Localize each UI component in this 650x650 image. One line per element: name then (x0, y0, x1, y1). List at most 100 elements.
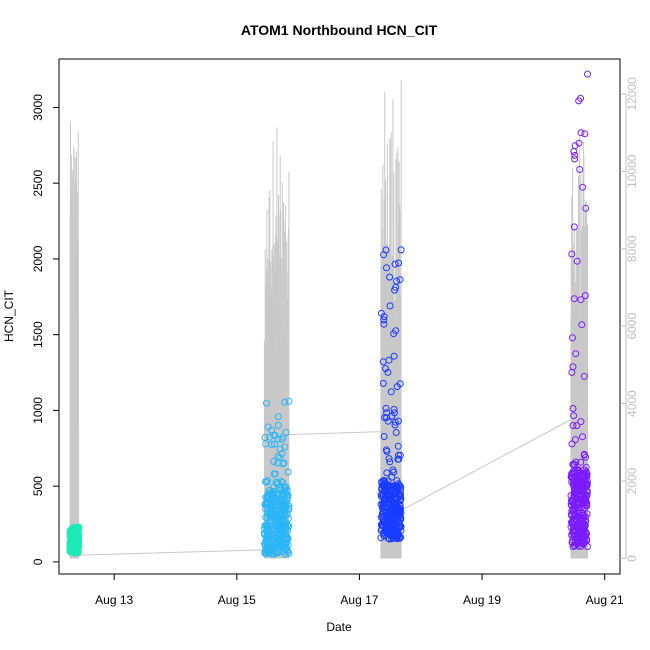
data-point (571, 151, 579, 159)
data-point (279, 509, 287, 516)
data-point (380, 433, 388, 440)
data-point (281, 398, 289, 406)
data-point (391, 421, 399, 429)
data-point (580, 511, 588, 519)
data-point (274, 413, 282, 421)
data-point (581, 130, 589, 138)
data-point (284, 468, 292, 476)
data-point (377, 309, 385, 317)
data-point (572, 350, 580, 358)
data-point (391, 418, 399, 426)
data-point (280, 459, 288, 467)
data-point-peak (75, 523, 83, 531)
data-point (581, 292, 589, 300)
data-point (387, 482, 395, 490)
data-point (379, 379, 387, 387)
data-point (396, 501, 404, 509)
data-point (580, 540, 588, 548)
data-point (282, 525, 290, 533)
data-point (570, 478, 578, 486)
data-point (388, 412, 396, 420)
plot-frame (58, 58, 621, 575)
x-tick-label: Aug 21 (586, 593, 624, 607)
data-point (377, 534, 385, 542)
data-point-peak (397, 246, 405, 254)
data-point (390, 406, 398, 413)
data-point (567, 510, 575, 518)
data-point (576, 166, 584, 173)
data-point (571, 155, 579, 163)
data-point (74, 535, 82, 543)
data-point (393, 526, 401, 534)
data-point (283, 539, 290, 547)
data-point (282, 483, 290, 491)
data-point (572, 516, 580, 524)
data-point (578, 321, 586, 329)
data-point (386, 458, 394, 466)
data-point (580, 478, 587, 486)
data-point (568, 368, 576, 376)
data-point (574, 522, 582, 530)
data-point (384, 528, 392, 536)
data-point (71, 529, 78, 536)
data-point (391, 286, 399, 294)
data-point (394, 442, 402, 450)
data-point (570, 412, 578, 420)
data-point (582, 496, 590, 504)
x-tick-label: Aug 13 (95, 593, 133, 607)
data-point (379, 499, 387, 507)
data-point (392, 499, 400, 507)
data-point (579, 470, 587, 478)
data-point (568, 250, 576, 258)
data-point (262, 493, 270, 501)
data-point (385, 535, 393, 543)
data-point (583, 480, 591, 488)
data-point (281, 529, 289, 537)
x-tick-label: Aug 17 (340, 593, 378, 607)
data-point (577, 296, 585, 304)
data-point (580, 451, 588, 459)
data-point (578, 498, 586, 506)
data-point (384, 368, 392, 376)
data-point (262, 478, 269, 486)
y2-tick-label: 2000 (625, 467, 639, 494)
data-point (390, 352, 398, 360)
data-point-peak (584, 70, 591, 78)
data-point (580, 372, 588, 380)
y-tick-label: 1000 (31, 397, 45, 424)
data-point (395, 455, 403, 463)
x-axis-label: Date (326, 620, 352, 634)
data-point (575, 469, 583, 477)
data-point (570, 295, 578, 303)
y-axis-label: HCN_CIT (2, 289, 16, 342)
data-point (386, 273, 394, 281)
data-point (573, 535, 581, 543)
data-point (579, 183, 587, 191)
data-point (388, 473, 396, 481)
data-point (396, 276, 404, 284)
y2-tick-label: 10000 (625, 154, 639, 188)
data-point (378, 481, 386, 489)
data-point (278, 516, 286, 524)
data-point (386, 302, 394, 310)
data-point (386, 526, 394, 534)
data-point (261, 531, 269, 539)
data-point (392, 514, 400, 522)
data-point (282, 501, 290, 509)
chart-axes: 0 500 1000 1500 2000 2500 3000 0 2000 4000 6000 800… (31, 77, 639, 607)
data-point (571, 436, 579, 444)
data-point (377, 527, 385, 535)
data-point (392, 429, 400, 436)
data-point (390, 330, 398, 338)
data-point (575, 97, 583, 105)
data-point (570, 223, 578, 231)
y2-tick-label: 6000 (625, 313, 639, 340)
data-point (393, 485, 401, 493)
data-point (395, 491, 403, 499)
data-point (580, 473, 588, 481)
data-point (272, 526, 280, 534)
data-point (567, 500, 575, 508)
data-point (274, 491, 282, 499)
data-point (582, 204, 590, 212)
data-point (385, 356, 393, 364)
